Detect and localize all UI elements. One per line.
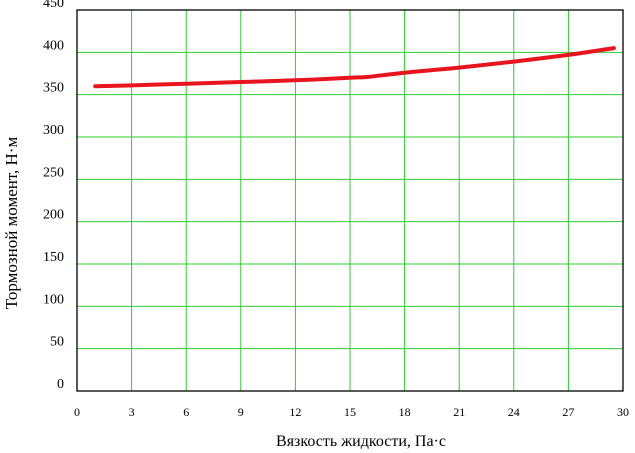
y-tick-label: 50: [50, 335, 64, 350]
x-axis-label: Вязкость жидкости, Па·с: [276, 433, 446, 450]
y-axis-label: Тормозной момент, Н·м: [2, 137, 21, 310]
x-tick-label: 30: [617, 405, 629, 419]
x-tick-label: 27: [562, 405, 574, 419]
x-tick-label: 12: [289, 405, 301, 419]
x-tick-label: 3: [129, 405, 135, 419]
x-tick-label: 18: [399, 405, 411, 419]
y-tick-label: 0: [57, 377, 64, 392]
x-tick-labels: 0 3 6 9 12 15 18 21 24 27 30: [74, 405, 629, 419]
y-tick-label: 400: [43, 38, 64, 53]
grid: [77, 10, 623, 391]
y-tick-labels: 0 50 100 150 200 250 300 350 400 450: [43, 0, 64, 392]
plot-frame: [76, 9, 624, 392]
x-tick-label: 6: [183, 405, 189, 419]
y-tick-label: 450: [43, 0, 64, 11]
x-tick-label: 24: [508, 405, 520, 419]
y-tick-label: 150: [43, 250, 64, 265]
x-tick-label: 0: [74, 405, 80, 419]
x-tick-label: 21: [453, 405, 465, 419]
series-line: [93, 46, 616, 89]
y-tick-label: 250: [43, 165, 64, 180]
x-tick-label: 9: [238, 405, 244, 419]
series: [93, 46, 616, 89]
y-tick-label: 200: [43, 208, 64, 223]
y-tick-label: 300: [43, 123, 64, 138]
plot-border: [76, 9, 624, 392]
x-tick-label: 15: [344, 405, 356, 419]
y-tick-label: 100: [43, 292, 64, 307]
y-tick-label: 350: [43, 81, 64, 96]
